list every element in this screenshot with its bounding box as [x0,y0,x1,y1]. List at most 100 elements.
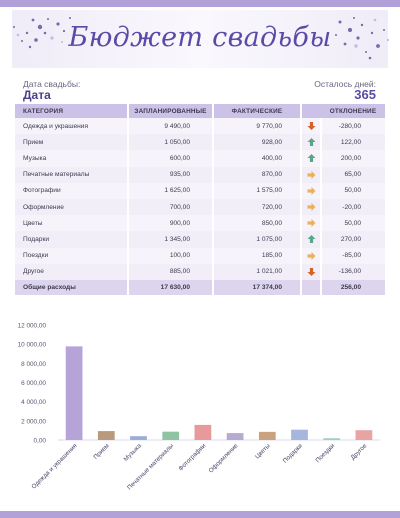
deviation-cell: 122,00 [340,138,361,146]
table-row: Фотографии 1 625,00 1 575,00 50,00 [15,182,385,199]
total-deviation: 256,00 [321,279,385,295]
planned-cell[interactable]: 1 050,00 [128,134,214,151]
actual-cell[interactable]: 185,00 [213,247,302,264]
total-planned: 17 630,00 [128,279,214,295]
actual-cell[interactable]: 720,00 [213,198,302,216]
deviation-cell: -280,00 [338,122,361,130]
trend-cell [301,215,322,232]
days-left-label: Осталось дней: [314,79,376,89]
actual-cell[interactable]: 400,00 [213,150,302,167]
trend-cell [301,231,322,248]
chart-bar [291,429,308,440]
chart-bar [130,436,147,440]
planned-cell[interactable]: 1 625,00 [128,182,214,199]
category-cell[interactable]: Другое [15,263,129,280]
category-cell[interactable]: Цветы [15,215,129,232]
trend-cell [301,166,322,183]
actual-cell[interactable]: 850,00 [213,215,302,232]
table-row: Поездки 100,00 185,00 -85,00 [15,247,385,264]
chart-bar [226,433,244,440]
planned-cell[interactable]: 885,00 [128,263,214,280]
planned-cell[interactable]: 935,00 [128,166,214,183]
y-tick-label: 6 000,00 [21,380,46,387]
y-tick-label: 10 000,00 [18,342,47,349]
planned-cell[interactable]: 700,00 [128,198,214,216]
x-tick-label: Оформление [207,442,240,475]
actual-cell[interactable]: 1 075,00 [213,231,302,248]
chart-bar [65,346,83,440]
table-row: Подарки 1 345,00 1 075,00 270,00 [15,231,385,248]
wedding-date-value[interactable]: Дата [23,88,51,102]
days-left-value: 365 [354,87,376,102]
deviation-cell: 270,00 [340,235,361,243]
trend-cell [301,118,322,135]
x-tick-label: Музыка [122,442,143,463]
planned-cell[interactable]: 600,00 [128,150,214,167]
table-row: Оформление 700,00 720,00 -20,00 [15,198,385,216]
deviation-cell: -85,00 [342,252,361,260]
trend-cell [301,247,322,264]
actual-cell[interactable]: 9 770,00 [213,118,302,135]
table-row: Другое 885,00 1 021,00 -136,00 [15,263,385,280]
table-header-row: КАТЕГОРИЯ ЗАПЛАНИРОВАННЫЕ ФАКТИЧЕСКИЕ ОТ… [15,104,385,118]
x-tick-label: Подарки [282,442,305,465]
deviation-cell: 65,00 [344,171,361,179]
category-cell[interactable]: Оформление [15,198,129,216]
arrow-down-icon [307,122,315,131]
trend-cell [301,150,322,167]
column-header-deviation[interactable]: ОТКЛОНЕНИЕ [321,104,385,118]
column-header-category[interactable]: КАТЕГОРИЯ [15,104,129,118]
planned-cell[interactable]: 100,00 [128,247,214,264]
table-row: Одежда и украшения 9 490,00 9 770,00 -280,0… [15,118,385,135]
arrow-up-icon [307,235,315,244]
planned-cell[interactable]: 1 345,00 [128,231,214,248]
table-row: Печатные материалы 935,00 870,00 65,00 [15,166,385,183]
x-tick-label: Поездки [314,442,336,464]
total-trend [301,279,322,295]
budget-table: КАТЕГОРИЯ ЗАПЛАНИРОВАННЫЕ ФАКТИЧЕСКИЕ ОТ… [15,104,385,295]
chart-bar [194,424,212,440]
deviation-cell: -136,00 [338,268,361,276]
category-cell[interactable]: Печатные материалы [15,166,129,183]
arrow-up-icon [307,154,315,163]
table-row: Музыка 600,00 400,00 200,00 [15,150,385,167]
deviation-cell: 50,00 [344,219,361,227]
deviation-cell: -20,00 [342,203,361,211]
actual-cell[interactable]: 928,00 [213,134,302,151]
actual-cell[interactable]: 1 575,00 [213,182,302,199]
actual-cell[interactable]: 1 021,00 [213,263,302,280]
header-band [12,10,388,68]
chart-bar [97,431,115,440]
total-actual: 17 374,00 [213,279,302,295]
trend-cell [301,263,322,280]
wedding-date-label: Дата свадьбы: [23,79,81,89]
column-header-actual[interactable]: ФАКТИЧЕСКИЕ [213,104,302,118]
arrow-diagonal-icon [307,251,315,260]
arrow-diagonal-icon [307,203,315,212]
x-tick-label: Другое [349,442,368,461]
x-tick-label: Фотографии [177,442,207,472]
trend-cell [301,182,322,199]
y-tick-label: 12 000,00 [18,323,47,330]
deviation-cell: 50,00 [344,187,361,195]
category-cell[interactable]: Музыка [15,150,129,167]
category-cell[interactable]: Подарки [15,231,129,248]
expenses-bar-chart: 0,00 2 000,00 4 000,00 6 000,00 8 000,00 10 0… [18,323,380,491]
category-cell[interactable]: Поездки [15,247,129,264]
bottom-accent-bar [0,511,400,518]
table-row: Цветы 900,00 850,00 50,00 [15,215,385,232]
category-cell[interactable]: Одежда и украшения [15,118,129,135]
confetti-decoration [13,17,390,60]
planned-cell[interactable]: 9 490,00 [128,118,214,135]
category-cell[interactable]: Прием [15,134,129,151]
category-cell[interactable]: Фотографии [15,182,129,199]
column-header-trend [301,104,321,118]
deviation-cell: 200,00 [340,154,361,162]
chart-bar [323,438,341,440]
column-header-planned[interactable]: ЗАПЛАНИРОВАННЫЕ [128,104,214,118]
arrow-up-icon [307,138,315,147]
planned-cell[interactable]: 900,00 [128,215,214,232]
top-accent-bar [0,0,400,7]
table-row: Прием 1 050,00 928,00 122,00 [15,134,385,151]
actual-cell[interactable]: 870,00 [213,166,302,183]
